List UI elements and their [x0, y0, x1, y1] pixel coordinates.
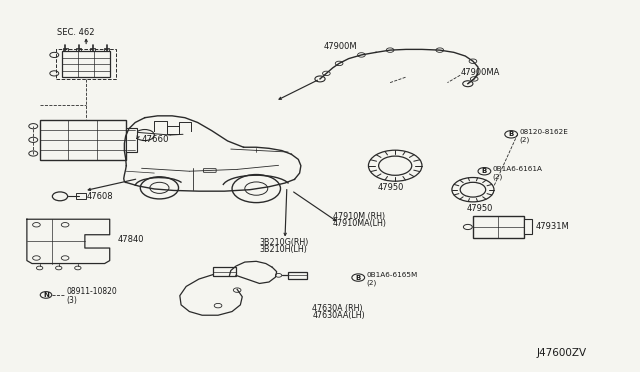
Text: 47660: 47660 — [141, 135, 169, 144]
Text: 47840: 47840 — [117, 235, 144, 244]
Text: B: B — [356, 275, 361, 280]
Text: 0B1A6-6165M: 0B1A6-6165M — [367, 272, 418, 278]
FancyBboxPatch shape — [213, 267, 236, 276]
Text: J47600ZV: J47600ZV — [537, 348, 587, 358]
Text: 47900M: 47900M — [323, 42, 357, 51]
Text: 47910MA(LH): 47910MA(LH) — [333, 219, 387, 228]
Text: 47630AA(LH): 47630AA(LH) — [312, 311, 365, 320]
Text: 47608: 47608 — [87, 192, 113, 201]
Text: 0B1A6-6161A: 0B1A6-6161A — [493, 166, 543, 172]
Text: (3): (3) — [67, 296, 77, 305]
Text: 47630A (RH): 47630A (RH) — [312, 304, 363, 313]
FancyBboxPatch shape — [524, 219, 532, 234]
FancyBboxPatch shape — [473, 216, 524, 238]
Text: 47950: 47950 — [378, 183, 404, 192]
Text: 47950: 47950 — [467, 203, 493, 213]
Text: 47910M (RH): 47910M (RH) — [333, 212, 385, 221]
Text: 47931M: 47931M — [536, 222, 569, 231]
Text: 08120-8162E: 08120-8162E — [520, 129, 568, 135]
FancyBboxPatch shape — [288, 272, 307, 279]
FancyBboxPatch shape — [40, 119, 125, 160]
Text: (2): (2) — [493, 174, 503, 180]
Text: N: N — [43, 292, 49, 298]
Text: SEC. 462: SEC. 462 — [57, 28, 94, 37]
Text: (2): (2) — [520, 137, 530, 144]
FancyBboxPatch shape — [125, 128, 137, 152]
Text: B: B — [509, 131, 514, 137]
FancyBboxPatch shape — [62, 51, 109, 77]
Text: 08911-10820: 08911-10820 — [67, 288, 117, 296]
Text: 3B210H(LH): 3B210H(LH) — [259, 246, 307, 254]
Text: 3B210G(RH): 3B210G(RH) — [259, 238, 309, 247]
Text: B: B — [482, 168, 487, 174]
Text: (2): (2) — [367, 280, 377, 286]
Text: 47900MA: 47900MA — [460, 68, 500, 77]
